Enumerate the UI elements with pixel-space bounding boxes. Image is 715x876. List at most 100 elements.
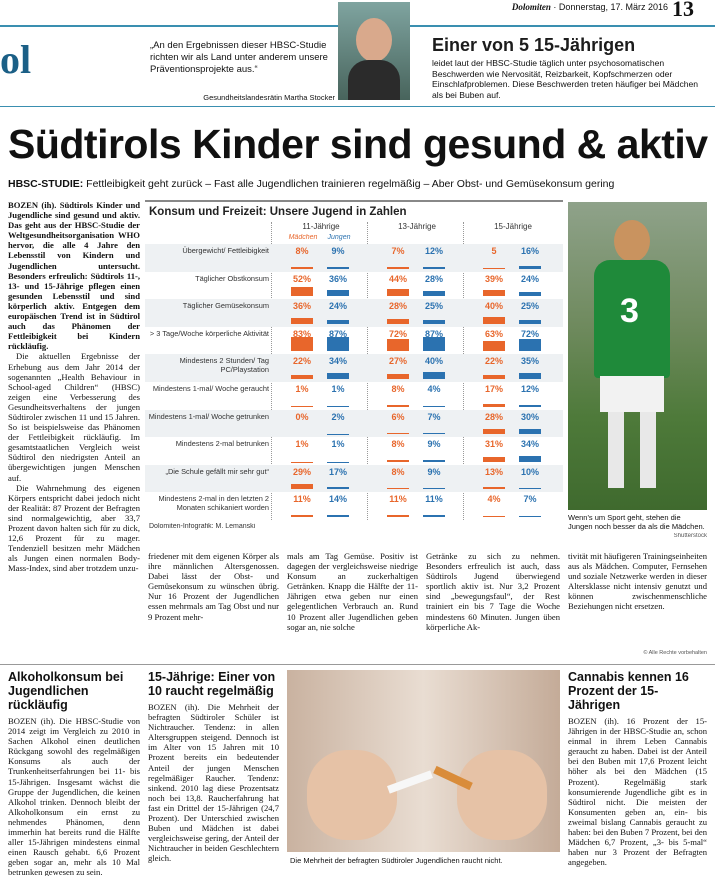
- value-label: 8%: [391, 384, 405, 394]
- header-rule: [0, 106, 715, 107]
- box-title: Einer von 5 15-Jährigen: [432, 35, 636, 55]
- bar: [291, 484, 313, 490]
- value-label: 7%: [427, 411, 441, 422]
- bar: [483, 429, 505, 435]
- value-label: 40%: [424, 356, 443, 367]
- value-label: 10%: [520, 466, 539, 477]
- infographic-title: Konsum und Freizeit: Unsere Jugend in Za…: [149, 206, 407, 218]
- bar: [291, 317, 313, 324]
- value-label: 30%: [520, 411, 539, 422]
- value-label: 52%: [292, 273, 311, 284]
- infographic: Konsum und Freizeit: Unsere Jugend in Za…: [145, 200, 563, 536]
- row-label: Täglicher Gemüsekonsum: [182, 301, 269, 311]
- row-label: > 3 Tage/Woche körperliche Aktivität: [149, 328, 269, 338]
- bar: [483, 289, 505, 297]
- value-label: 0%: [295, 411, 309, 422]
- value-label: 11%: [389, 494, 407, 505]
- article-column: tivität mit häufigeren Trainingseinheite…: [568, 551, 707, 612]
- bar: [519, 373, 541, 379]
- value-label: 87%: [328, 328, 347, 339]
- value-label: 16%: [520, 246, 539, 256]
- value-label: 13%: [484, 466, 503, 477]
- row-label: Täglicher Obstkonsum: [195, 273, 269, 283]
- article-column: mals am Tag Gemüse. Positiv ist dagegen …: [287, 551, 418, 632]
- photo-caption: Wenn's um Sport geht, stehen die Jungen …: [568, 513, 705, 531]
- bar: [423, 336, 445, 352]
- article-left-column: BOZEN (ih). Südtirols Kinder und Jugendl…: [8, 200, 140, 660]
- value-label: 34%: [328, 356, 347, 367]
- group-header: 15-Jährige: [494, 222, 532, 231]
- bar: [387, 405, 409, 407]
- sidebar-title: 15-Jährige: Einer von 10 raucht regelmäß…: [148, 670, 276, 698]
- bar: [387, 267, 409, 269]
- paragraph: Die aktuellen Ergebnisse der Erhebung au…: [8, 351, 140, 483]
- value-label: 2%: [331, 411, 345, 422]
- value-label: 9%: [427, 466, 441, 477]
- bar: [423, 515, 445, 517]
- value-label: 44%: [388, 273, 407, 284]
- sidebar-text: BOZEN (ih). Die HBSC-Studie von 2014 zei…: [8, 716, 140, 876]
- row-label: Mindestens 2-mal in den letzten 2 Monate…: [158, 494, 269, 512]
- bar: [519, 515, 541, 517]
- group-header: 13-Jährige: [398, 222, 436, 231]
- headline: Südtirols Kinder sind gesund & aktiv: [8, 121, 708, 167]
- value-label: 28%: [388, 301, 407, 312]
- bar: [423, 291, 445, 297]
- sidebar-title: Alkoholkonsum bei Jugendlichen rückläufi…: [8, 670, 124, 712]
- row-label: Mindestens 2 Stunden/ Tag PC/Playstation: [179, 356, 269, 374]
- value-label: 9%: [331, 246, 345, 256]
- rights: © Alle Rechte vorbehalten: [643, 650, 707, 656]
- bar: [483, 403, 505, 407]
- bar: [519, 487, 541, 490]
- bar: [387, 339, 409, 352]
- value-label: 11%: [425, 494, 443, 505]
- value-label: 14%: [328, 494, 347, 505]
- sidebar-text: BOZEN (ih). Die Mehrheit der befragten S…: [148, 702, 279, 864]
- bar: [423, 405, 445, 407]
- value-label: 9%: [427, 439, 441, 450]
- sport-photo: 3: [568, 202, 707, 510]
- sidebar-text: BOZEN (ih). 16 Prozent der 15-Jährigen i…: [568, 716, 707, 868]
- value-label: 72%: [520, 328, 539, 339]
- row-band: [145, 244, 563, 272]
- value-label: 83%: [292, 328, 311, 339]
- bar: [387, 319, 409, 324]
- box-text: leidet laut der HBSC-Studie täglich unte…: [432, 58, 699, 100]
- row-label: Mindestens 1-mal/ Woche getrunken: [148, 411, 269, 421]
- value-label: 22%: [484, 356, 503, 367]
- page-number: 13: [672, 0, 694, 21]
- legend-entry: Mädchen: [288, 234, 318, 241]
- value-label: 6%: [391, 411, 405, 422]
- bar: [327, 373, 349, 379]
- value-label: 1%: [331, 439, 345, 450]
- quote: „An den Ergebnissen dieser HBSC-Studie r…: [150, 40, 328, 75]
- value-label: 22%: [292, 356, 311, 367]
- bar: [519, 429, 541, 435]
- bar: [423, 319, 445, 324]
- infographic-credit: Dolomiten-Infografik: M. Lemanski: [149, 523, 256, 530]
- article-column: friedener mit dem eigenen Körper als ihr…: [148, 551, 279, 622]
- sidebar-cannabis: Cannabis kennen 16 Prozent der 15-Jährig…: [568, 670, 707, 876]
- value-label: 39%: [484, 273, 503, 284]
- lead: BOZEN (ih). Südtirols Kinder und Jugendl…: [8, 200, 140, 352]
- value-label: 36%: [292, 301, 311, 312]
- group-header: 11-Jährige: [302, 222, 340, 231]
- bar: [519, 292, 541, 297]
- bar: [387, 433, 409, 435]
- value-label: 4%: [427, 384, 441, 394]
- value-label: 1%: [331, 384, 345, 394]
- value-label: 25%: [424, 301, 443, 312]
- bar: [519, 319, 541, 324]
- value-label: 28%: [424, 273, 443, 284]
- value-label: 17%: [328, 466, 347, 477]
- value-label: 17%: [484, 384, 503, 394]
- value-label: 28%: [484, 411, 503, 422]
- value-label: 7%: [391, 246, 405, 256]
- value-label: 1%: [295, 384, 309, 394]
- bar: [387, 374, 409, 379]
- bar: [291, 337, 313, 352]
- sidebar-alcohol: Alkoholkonsum bei Jugendlichen rückläufi…: [8, 670, 140, 876]
- photo-credit: Shutterstock: [673, 533, 707, 539]
- value-label: 8%: [391, 439, 405, 450]
- value-label: 87%: [424, 328, 443, 339]
